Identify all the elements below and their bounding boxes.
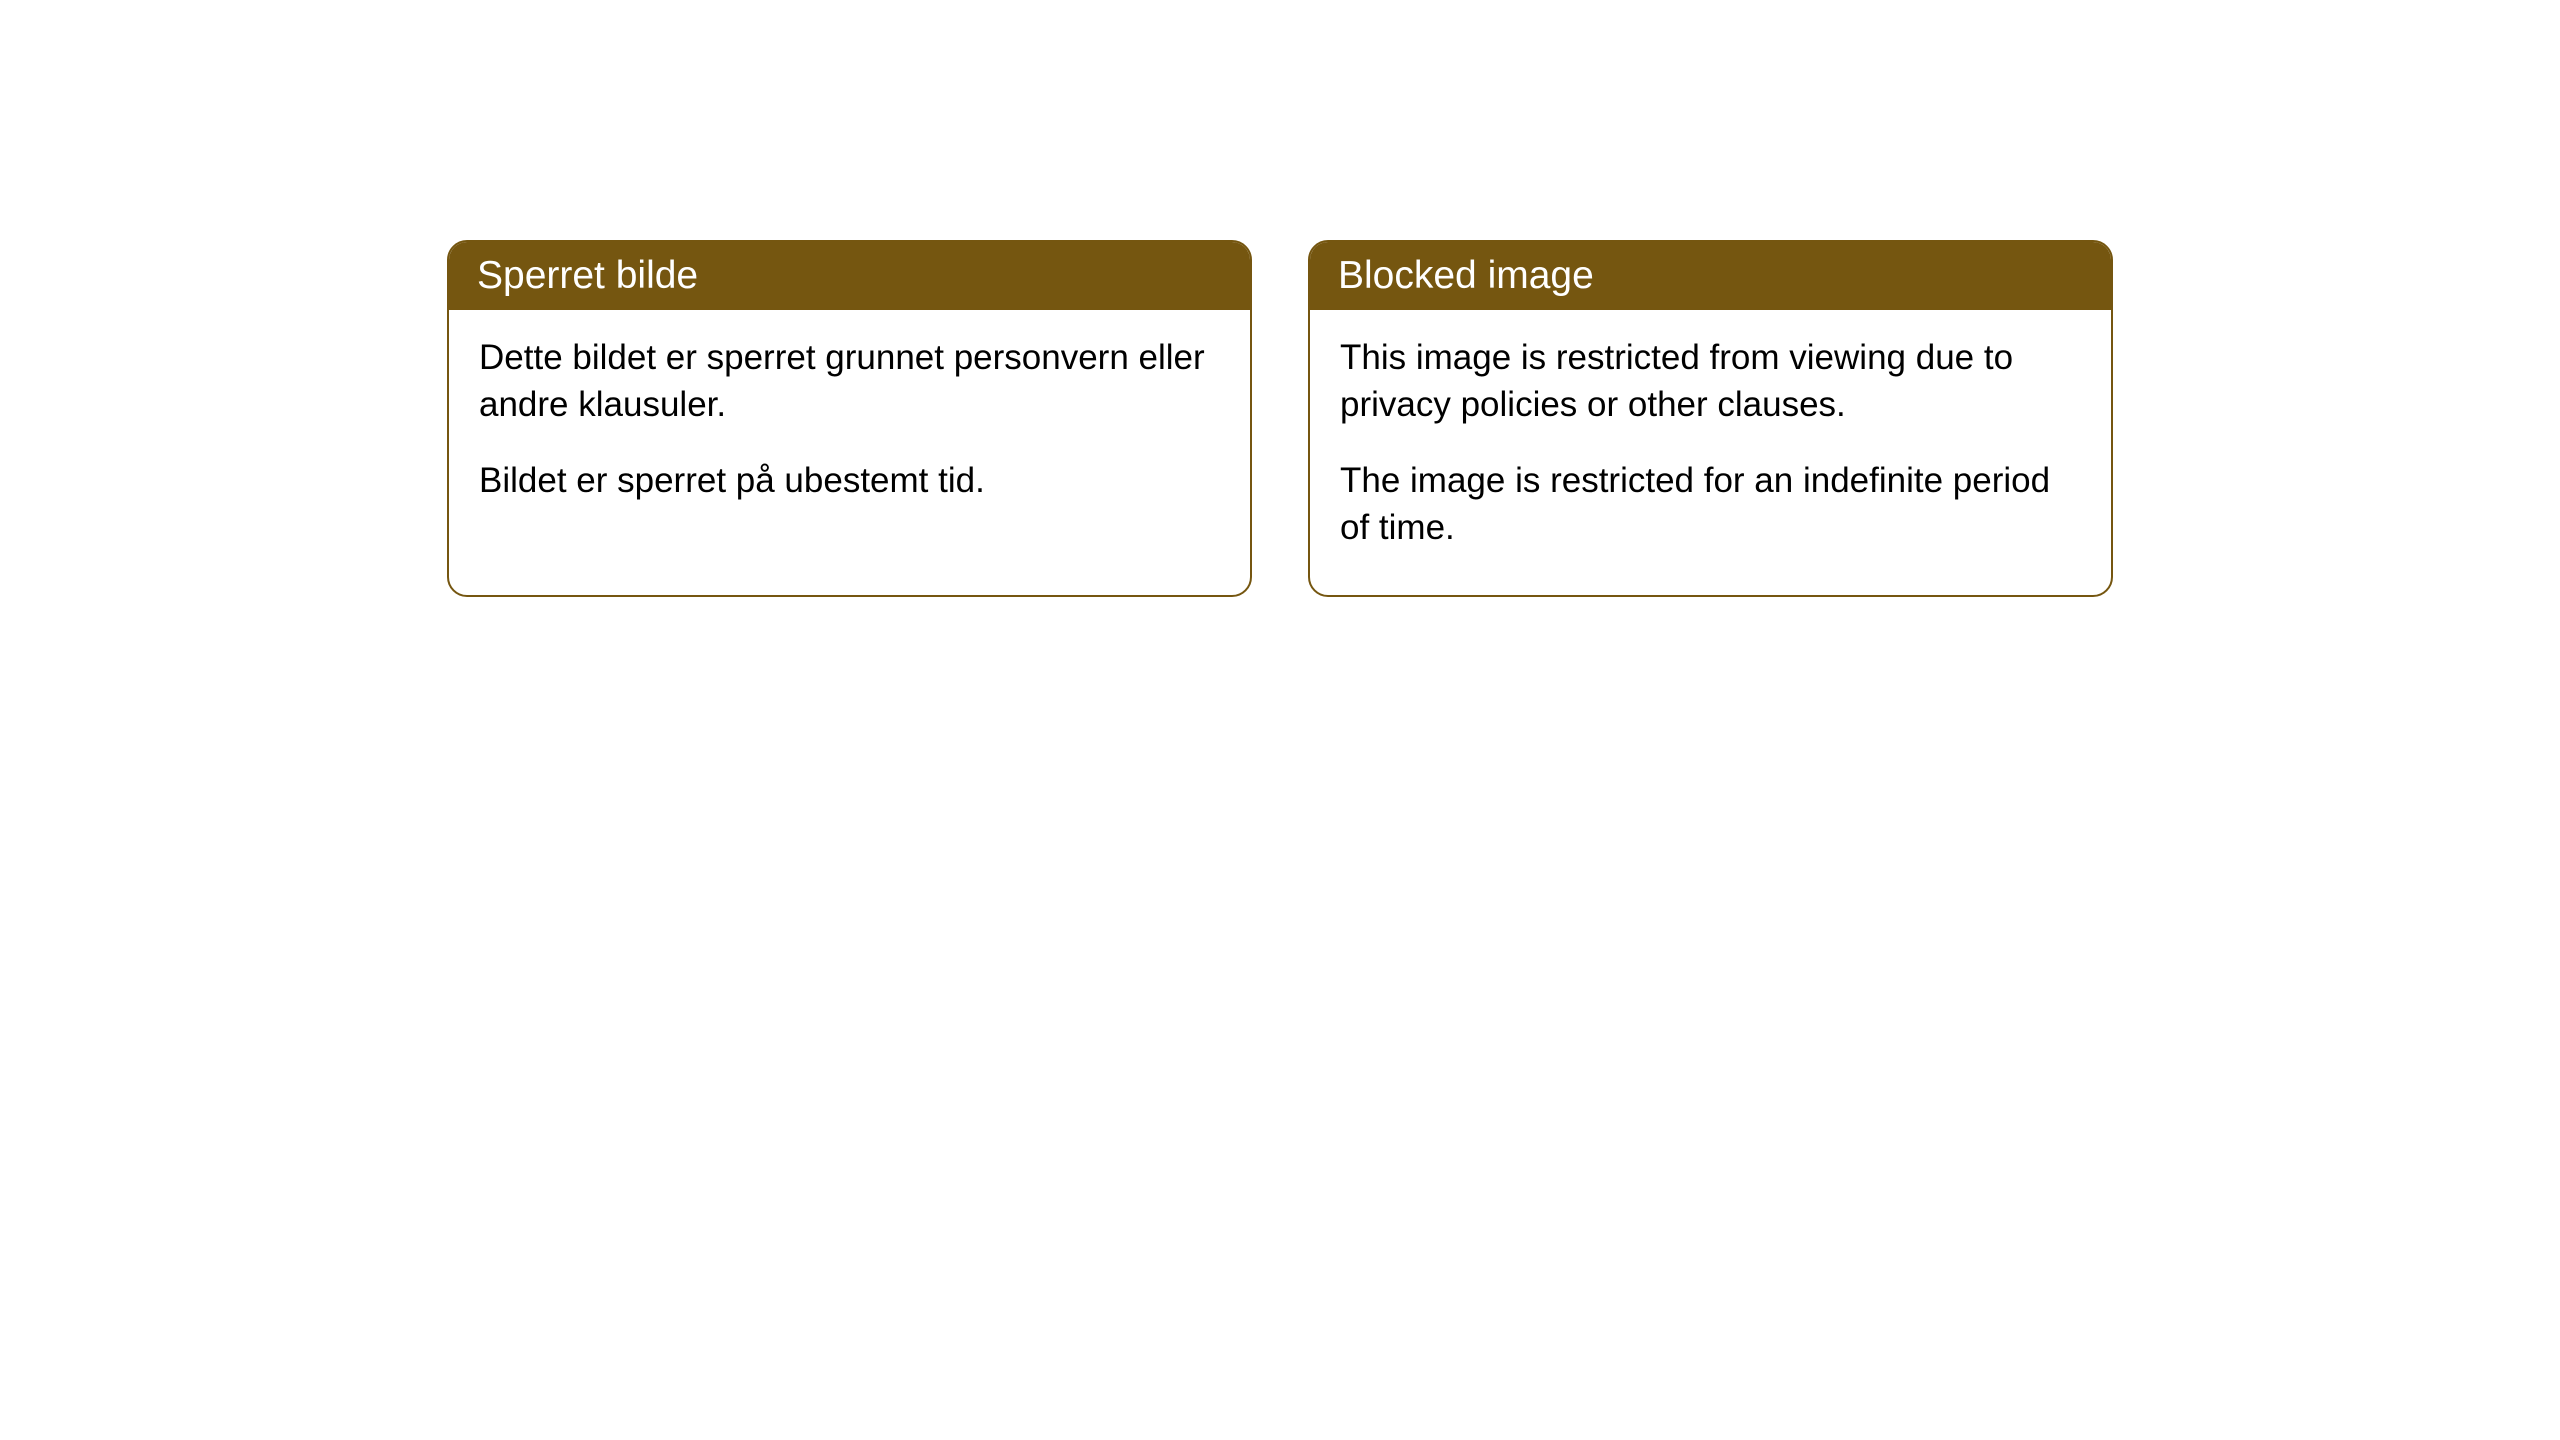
card-body: Dette bildet er sperret grunnet personve… — [449, 310, 1250, 548]
card-header: Blocked image — [1310, 242, 2111, 310]
notice-card-english: Blocked image This image is restricted f… — [1308, 240, 2113, 597]
card-text-line-1: This image is restricted from viewing du… — [1340, 334, 2081, 429]
card-text-line-1: Dette bildet er sperret grunnet personve… — [479, 334, 1220, 429]
card-text-line-2: The image is restricted for an indefinit… — [1340, 457, 2081, 552]
notice-container: Sperret bilde Dette bildet er sperret gr… — [447, 240, 2113, 597]
card-header: Sperret bilde — [449, 242, 1250, 310]
notice-card-norwegian: Sperret bilde Dette bildet er sperret gr… — [447, 240, 1252, 597]
card-text-line-2: Bildet er sperret på ubestemt tid. — [479, 457, 1220, 504]
card-title: Blocked image — [1338, 254, 1594, 297]
card-body: This image is restricted from viewing du… — [1310, 310, 2111, 595]
card-title: Sperret bilde — [477, 254, 698, 297]
